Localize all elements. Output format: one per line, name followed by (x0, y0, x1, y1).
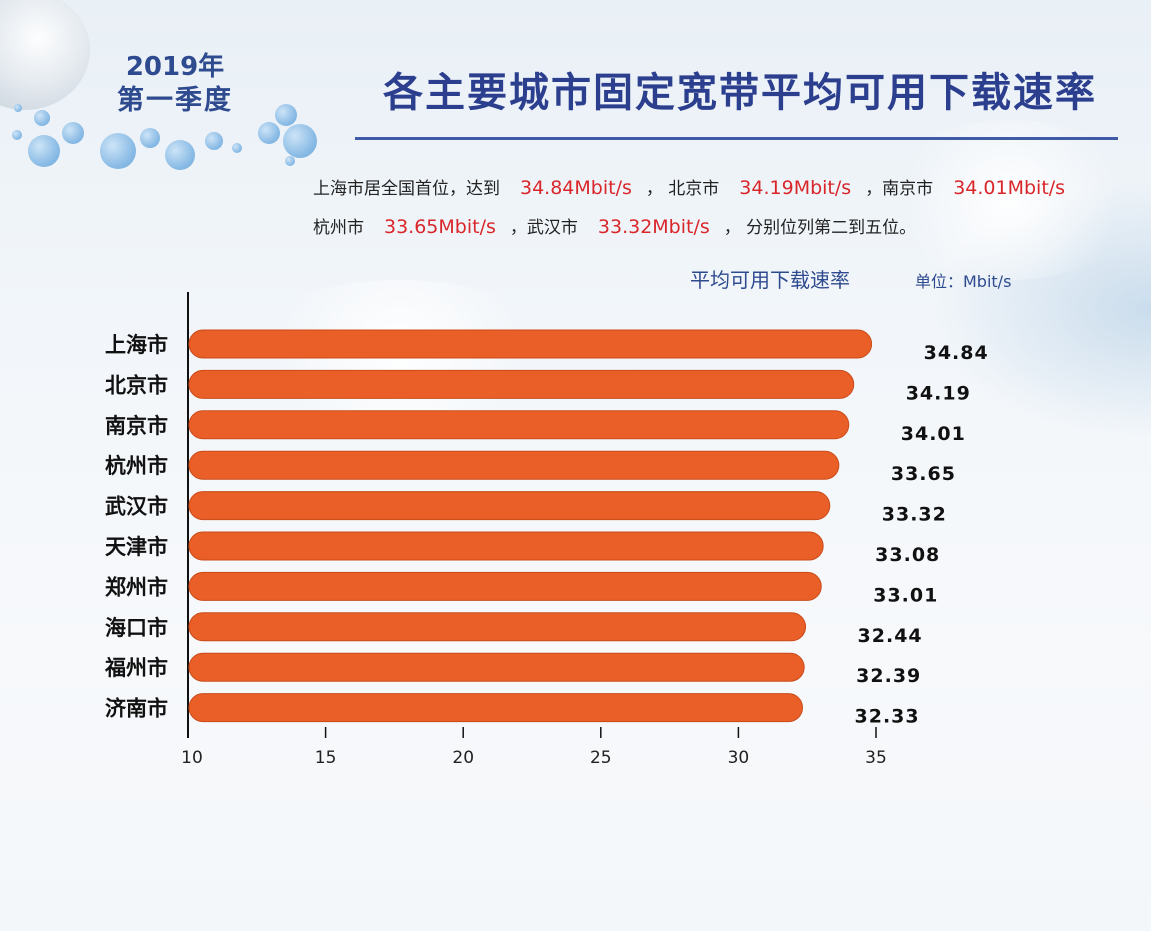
value-label: 32.39 (856, 665, 921, 687)
summary-highlight-value: 34.19Mbit/s (739, 177, 852, 199)
chart-unit: 单位：Mbit/s (915, 272, 1012, 291)
bar (188, 531, 824, 561)
bar (188, 450, 840, 480)
category-label: 海口市 (105, 615, 168, 640)
x-tick-label: 25 (590, 748, 612, 768)
value-label: 34.01 (901, 423, 966, 445)
cloud-decoration (880, 120, 1140, 280)
bar (188, 329, 873, 359)
value-label: 33.65 (891, 463, 956, 485)
category-label: 杭州市 (105, 453, 168, 478)
category-label: 郑州市 (105, 574, 168, 599)
summary-line-2: 杭州市 33.65Mbit/s ，武汉市 33.32Mbit/s ， 分别位列第二到五位… (313, 213, 916, 238)
category-label: 南京市 (105, 413, 168, 438)
value-label: 33.32 (882, 504, 947, 526)
value-label: 34.19 (906, 382, 971, 404)
summary-text: ，武汉市 (509, 218, 578, 238)
summary-highlight-value: 33.32Mbit/s (597, 216, 710, 238)
category-label: 武汉市 (105, 494, 168, 519)
period-quarter: 第一季度 (117, 85, 233, 116)
summary-text: ， 北京市 (645, 179, 720, 199)
bar (188, 491, 831, 521)
value-label: 34.84 (924, 342, 989, 364)
summary-highlight-value: 33.65Mbit/s (384, 216, 496, 238)
summary-text: ，南京市 (865, 179, 934, 199)
page-title: 各主要城市固定宽带平均可用下载速率 (383, 69, 1097, 116)
category-label: 天津市 (105, 534, 168, 559)
title-divider (355, 137, 1118, 140)
bar (188, 571, 822, 601)
value-label: 32.44 (858, 625, 923, 647)
value-label: 33.08 (875, 544, 940, 566)
period-label: 2019年 第一季度 (95, 50, 255, 118)
summary-highlight-value: 34.84Mbit/s (520, 177, 632, 199)
category-label: 北京市 (105, 372, 168, 397)
period-year: 2019年 (125, 52, 225, 82)
value-label: 32.33 (855, 706, 920, 728)
bar (188, 410, 850, 440)
category-label: 上海市 (105, 332, 168, 357)
summary-text: 上海市居全国首位，达到 (313, 179, 500, 199)
category-label: 济南市 (105, 696, 168, 721)
summary-line-1: 上海市居全国首位，达到 34.84Mbit/s ， 北京市 34.19Mbit/s ，南… (313, 174, 1079, 199)
bar (188, 369, 855, 399)
value-label: 33.01 (873, 584, 938, 606)
x-tick-label: 20 (452, 748, 474, 768)
x-tick-label: 30 (728, 748, 750, 768)
summary-highlight-value: 34.01Mbit/s (953, 177, 1066, 199)
category-label: 福州市 (104, 655, 168, 680)
summary-text: 杭州市 (313, 218, 364, 238)
x-tick-label: 15 (315, 748, 337, 768)
x-tick-label: 10 (181, 748, 203, 768)
x-tick-label: 35 (865, 748, 887, 768)
bar (188, 693, 804, 723)
summary-text: ， 分别位列第二到五位。 (723, 218, 917, 238)
chart-title: 平均可用下载速率 (690, 268, 850, 292)
bar (188, 652, 805, 682)
bar (188, 612, 807, 642)
